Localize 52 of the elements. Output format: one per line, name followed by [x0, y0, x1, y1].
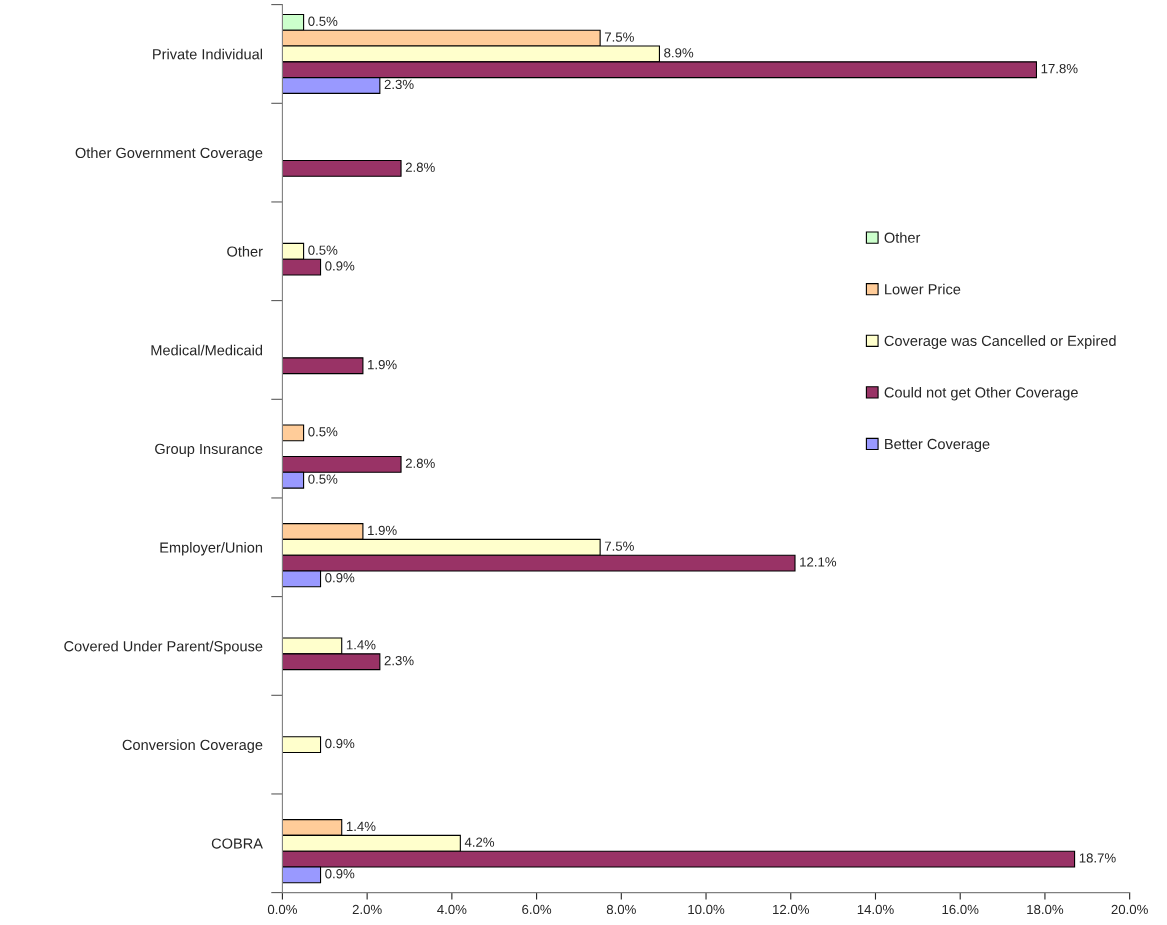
- data-label: 18.7%: [1079, 853, 1116, 863]
- bar: [282, 736, 322, 754]
- data-label: 1.9%: [368, 359, 397, 370]
- data-label: 0.9%: [325, 573, 355, 583]
- data-label: 8.9%: [664, 48, 694, 58]
- data-label: 2.3%: [384, 79, 414, 90]
- x-tick-label: 2.0%: [352, 904, 382, 915]
- bar: [282, 159, 402, 177]
- y-tick-label: Employer/Union: [160, 542, 263, 556]
- x-tick-label: 14.0%: [857, 904, 894, 915]
- data-label: 0.9%: [325, 738, 355, 749]
- y-tick-label: Other: [227, 246, 263, 257]
- x-tick-label: 6.0%: [522, 904, 552, 915]
- data-label: 7.5%: [604, 32, 634, 42]
- x-tick-label: 16.0%: [942, 904, 979, 915]
- data-label: 0.9%: [325, 261, 355, 271]
- y-tick-label: Private Individual: [153, 48, 262, 60]
- data-label: 1.4%: [346, 821, 376, 831]
- legend-label: Lower Price: [885, 283, 961, 295]
- data-label: 1.4%: [346, 640, 376, 650]
- legend-label: Coverage was Cancelled or Expired: [884, 335, 1116, 349]
- bar: [282, 424, 305, 442]
- legend-label: Better Coverage: [885, 438, 990, 453]
- data-label: 0.5%: [308, 427, 338, 437]
- y-tick-label: Conversion Coverage: [122, 739, 263, 753]
- y-tick-label: Medical/Medicaid: [151, 344, 263, 356]
- bar: [282, 357, 364, 375]
- data-label: 2.8%: [405, 162, 435, 172]
- data-label: 0.9%: [325, 869, 355, 879]
- data-label: 0.5%: [308, 245, 338, 255]
- x-tick-label: 4.0%: [437, 904, 467, 915]
- y-tick-label: COBRA: [211, 838, 263, 849]
- y-tick-label: Other Government Coverage: [75, 147, 263, 161]
- data-label: 1.9%: [368, 525, 397, 536]
- x-tick-label: 10.0%: [688, 904, 725, 915]
- data-label: 2.8%: [405, 458, 435, 468]
- x-tick-label: 20.0%: [1111, 904, 1148, 915]
- data-label: 4.2%: [464, 837, 495, 847]
- legend-label: Could not get Other Coverage: [884, 386, 1078, 401]
- y-tick-label: Group Insurance: [155, 443, 263, 457]
- x-tick-label: 0.0%: [267, 904, 297, 915]
- x-tick-label: 18.0%: [1027, 904, 1064, 915]
- legend-label: Other: [884, 232, 921, 243]
- data-label: 0.5%: [308, 16, 338, 26]
- data-label: 0.5%: [308, 474, 338, 484]
- data-label: 17.8%: [1041, 63, 1078, 74]
- x-tick-label: 12.0%: [773, 904, 809, 915]
- y-tick-label: Covered Under Parent/Spouse: [64, 640, 263, 655]
- data-label: 7.5%: [604, 541, 634, 551]
- data-label: 2.3%: [384, 655, 414, 666]
- data-label: 12.1%: [800, 557, 837, 567]
- x-tick-label: 8.0%: [606, 904, 636, 915]
